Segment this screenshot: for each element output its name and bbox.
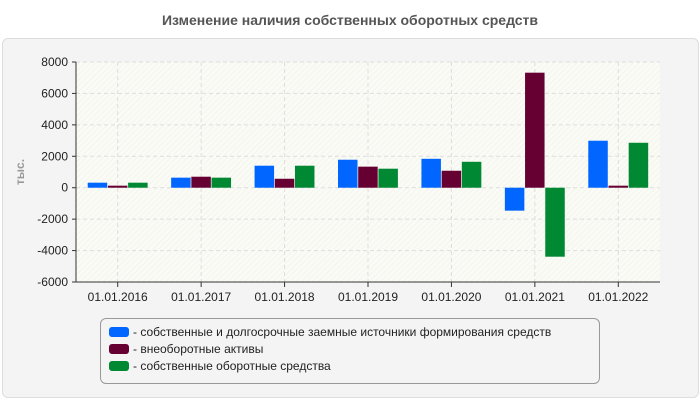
legend-item: - собственные оборотные средства [109,357,599,374]
legend-swatch [109,343,129,354]
legend-label: - собственные и долгосрочные заемные ист… [133,324,552,339]
y-tick-label: 0 [61,181,68,195]
x-tick-label: 01.01.2016 [88,290,148,304]
bar [294,165,315,188]
bar [87,182,108,188]
legend-item: - собственные и долгосрочные заемные ист… [109,323,599,340]
legend: - собственные и долгосрочные заемные ист… [100,318,600,384]
x-tick-label: 01.01.2017 [171,290,231,304]
x-tick-label: 01.01.2021 [505,290,565,304]
bar [254,165,275,188]
bar [628,142,649,188]
chart-title: Изменение наличия собственных оборотных … [161,12,539,28]
legend-swatch [109,326,129,337]
y-tick-label: 6000 [41,86,68,100]
y-tick-label: -2000 [37,212,68,226]
bar [191,176,211,188]
bar [358,166,378,188]
bar [107,185,128,188]
bar [211,177,232,188]
y-tick-label: 4000 [41,118,68,132]
bar [441,170,462,188]
bar [421,158,441,188]
y-axis-label: тыс. [13,159,27,185]
x-tick-label: 01.01.2018 [255,290,315,304]
y-tick-label: -4000 [37,244,68,258]
bar [608,185,628,188]
bar [171,177,191,188]
x-tick-label: 01.01.2020 [421,290,481,304]
bar [545,187,565,257]
legend-label: - собственные оборотные средства [133,358,331,373]
y-tick-label: 8000 [41,55,68,69]
y-tick-label: -6000 [37,275,68,289]
legend-label: - внеоборотные активы [133,341,264,356]
x-tick-label: 01.01.2022 [588,290,648,304]
bar [378,168,398,188]
bar [461,161,482,188]
legend-swatch [109,360,129,371]
bar [274,178,295,188]
x-tick-label: 01.01.2019 [338,290,398,304]
bar [588,140,608,188]
bar [525,72,545,188]
legend-item: - внеоборотные активы [109,340,599,357]
bar [128,182,148,188]
bar [504,187,525,211]
bar [338,159,358,188]
y-tick-label: 2000 [41,149,68,163]
